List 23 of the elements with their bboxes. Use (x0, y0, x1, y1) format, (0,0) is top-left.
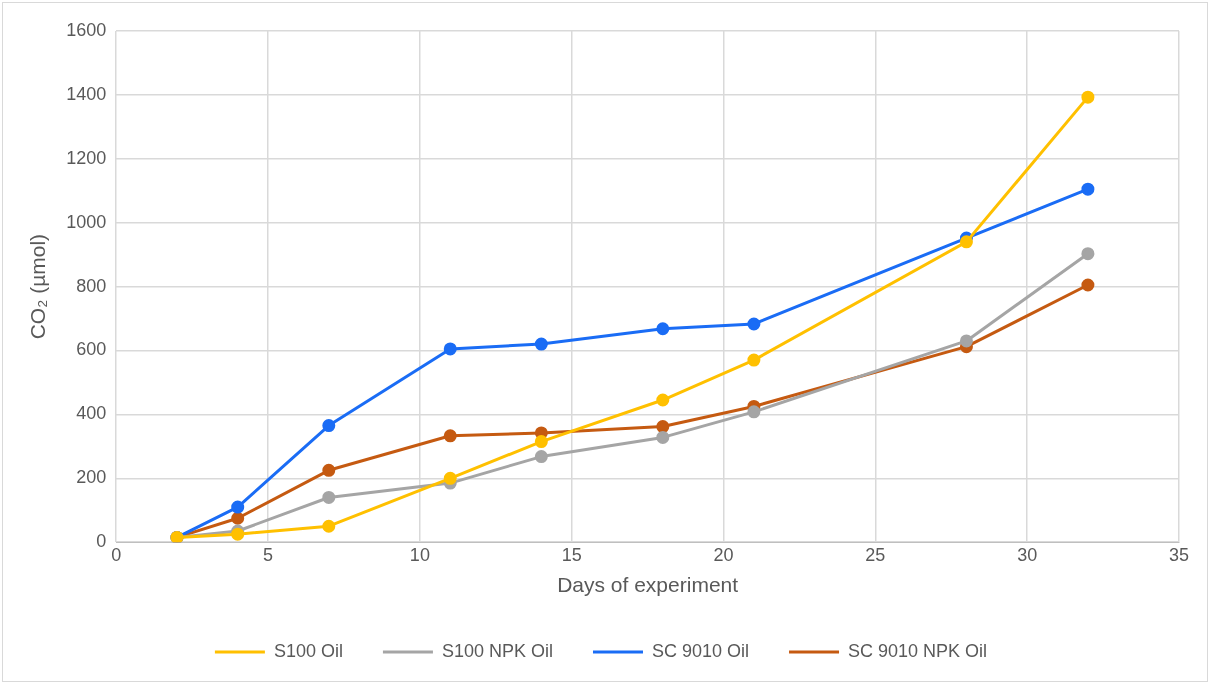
x-tick-label: 15 (561, 544, 582, 565)
x-tick-label: 35 (1168, 544, 1190, 565)
x-axis-title: Days of experiment (557, 573, 739, 597)
y-tick-label: 600 (76, 339, 107, 360)
legend-label: S100 NPK Oil (441, 640, 553, 661)
y-tick-label: 1400 (66, 83, 107, 104)
x-tick-label: 10 (409, 544, 430, 565)
y-tick-label: 0 (96, 531, 107, 552)
y-axis-title: CO₂ (µmol) (26, 233, 50, 340)
y-tick-label: 1000 (66, 211, 107, 232)
x-tick-label: 0 (111, 544, 122, 565)
x-tick-label: 20 (713, 544, 734, 565)
legend-label: SC 9010 Oil (651, 640, 750, 661)
y-tick-label: 400 (76, 403, 107, 424)
y-tick-label: 200 (76, 467, 107, 488)
x-tick-label: 5 (263, 544, 274, 565)
x-tick-label: 25 (865, 544, 886, 565)
x-tick-label: 30 (1017, 544, 1038, 565)
legend-label: SC 9010 NPK Oil (848, 640, 988, 661)
y-tick-label: 1200 (66, 147, 107, 168)
y-tick-label: 800 (76, 275, 107, 296)
legend-label: S100 Oil (273, 640, 343, 661)
y-tick-label: 1600 (66, 19, 107, 40)
